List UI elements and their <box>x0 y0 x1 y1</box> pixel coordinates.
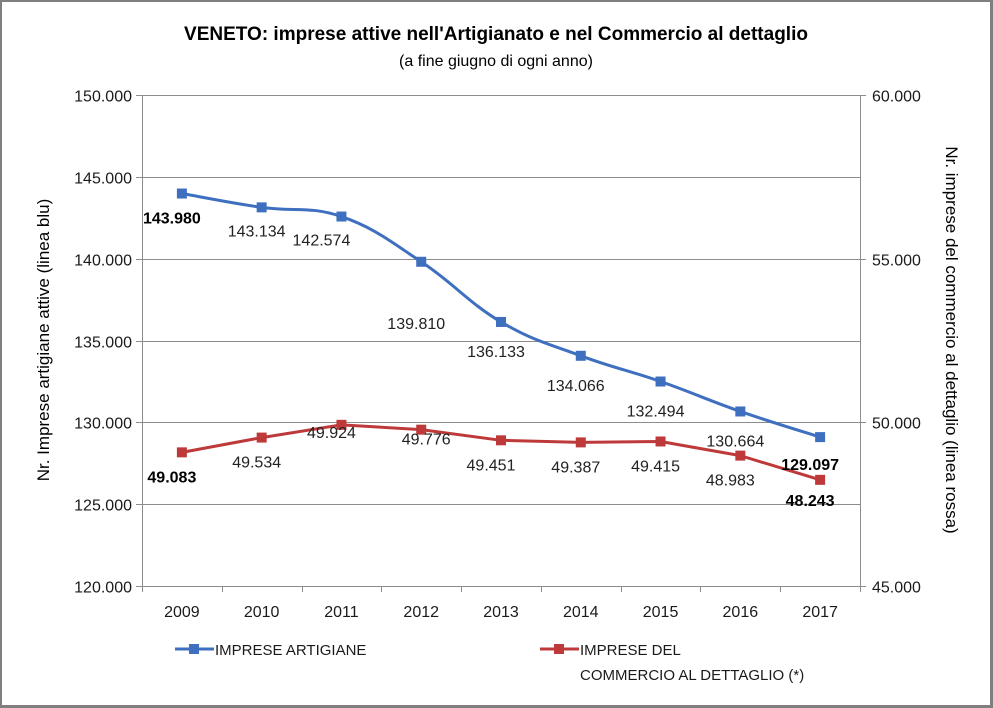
x-tick-label: 2014 <box>563 604 599 621</box>
data-label: 142.574 <box>293 233 351 250</box>
right-tick-label: 60.000 <box>872 89 921 106</box>
data-point-marker <box>176 188 187 199</box>
data-point-marker <box>176 447 187 458</box>
data-label: 134.066 <box>547 378 605 395</box>
right-axis-title: Nr. imprese del commercio al dettaglio (… <box>942 146 961 533</box>
data-point-marker <box>496 435 506 446</box>
left-tick-label: 150.000 <box>74 89 132 106</box>
legend-marker-artigiane <box>189 644 199 654</box>
right-tick-label: 50.000 <box>872 416 921 433</box>
data-label: 49.387 <box>551 459 600 476</box>
legend-label-artigiane: IMPRESE ARTIGIANE <box>215 642 366 659</box>
chart-subtitle: (a fine giugno di ogni anno) <box>399 53 593 70</box>
data-point-marker <box>815 474 826 485</box>
right-tick-label: 55.000 <box>872 253 921 270</box>
data-point-marker <box>735 406 746 417</box>
x-tick-label: 2009 <box>164 604 200 621</box>
left-tick-label: 125.000 <box>74 498 132 515</box>
left-tick-label: 135.000 <box>74 335 132 352</box>
gridlines <box>142 95 860 505</box>
left-axis-ticks: 120.000 125.000 130.000 135.000 140.000 145.0… <box>74 89 142 597</box>
right-tick-label: 45.000 <box>872 580 921 597</box>
legend-marker-commercio <box>554 644 564 654</box>
data-label: 49.924 <box>307 425 356 442</box>
left-tick-label: 140.000 <box>74 253 132 270</box>
data-label: 143.134 <box>228 223 286 240</box>
x-tick-label: 2010 <box>244 604 280 621</box>
data-label: 136.133 <box>467 344 525 361</box>
left-tick-label: 145.000 <box>74 171 132 188</box>
data-point-marker <box>575 437 586 448</box>
axes <box>142 95 861 592</box>
x-tick-label: 2015 <box>643 604 679 621</box>
left-tick-label: 130.000 <box>74 416 132 433</box>
data-labels: 143.980 143.134 142.574 139.810 136.133 134.0… <box>143 211 839 510</box>
data-label: 49.083 <box>147 469 196 486</box>
left-axis-title: Nr. Imprese artigiane attive (linea blu) <box>34 199 53 482</box>
legend: IMPRESE ARTIGIANE IMPRESE DEL COMMERCIO … <box>175 642 804 684</box>
series-group <box>176 188 826 485</box>
legend-label-commercio-line1: IMPRESE DEL <box>580 642 681 659</box>
data-point-marker <box>336 211 347 222</box>
data-point-marker <box>655 436 666 447</box>
data-label: 49.534 <box>232 455 281 472</box>
data-point-marker <box>256 432 267 443</box>
data-label: 132.494 <box>627 404 685 421</box>
data-point-marker <box>655 376 666 387</box>
data-point-marker <box>416 424 427 435</box>
legend-label-commercio-line2: COMMERCIO AL DETTAGLIO (*) <box>580 667 804 684</box>
data-label: 48.983 <box>706 473 755 490</box>
data-label: 48.243 <box>786 493 835 510</box>
data-point-marker <box>815 432 826 443</box>
legend-item-commercio[interactable]: IMPRESE DEL COMMERCIO AL DETTAGLIO (*) <box>540 642 804 684</box>
x-tick-label: 2016 <box>723 604 759 621</box>
data-point-marker <box>416 256 427 267</box>
data-label: 49.776 <box>402 432 451 449</box>
x-tick-label: 2011 <box>324 604 359 621</box>
data-point-marker <box>496 316 506 327</box>
data-label: 130.664 <box>706 433 764 450</box>
data-point-marker <box>256 202 267 213</box>
left-tick-label: 120.000 <box>74 580 132 597</box>
data-point-marker <box>336 419 347 430</box>
right-axis-ticks: 45.000 50.000 55.000 60.000 <box>860 89 921 597</box>
data-label: 143.980 <box>143 211 201 228</box>
data-point-marker <box>735 450 746 461</box>
x-tick-label: 2017 <box>802 604 838 621</box>
x-tick-label: 2013 <box>483 604 519 621</box>
legend-item-artigiane[interactable]: IMPRESE ARTIGIANE <box>175 642 366 659</box>
data-label: 49.415 <box>631 458 680 475</box>
data-label: 129.097 <box>781 457 839 474</box>
data-label: 49.451 <box>467 457 516 474</box>
x-axis-ticks: 2009 2010 2011 2012 2013 2014 2015 2016 2017 <box>142 586 861 621</box>
chart-title: VENETO: imprese attive nell'Artigianato … <box>184 24 808 45</box>
data-label: 139.810 <box>387 316 445 333</box>
x-tick-label: 2012 <box>403 604 439 621</box>
data-point-marker <box>575 350 586 361</box>
